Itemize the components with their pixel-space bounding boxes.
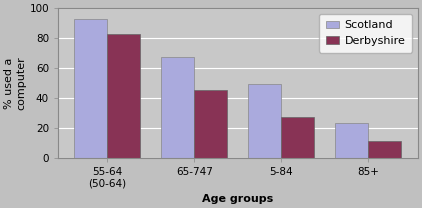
Bar xyxy=(161,57,195,158)
Bar xyxy=(249,84,281,158)
Bar xyxy=(195,90,227,158)
Legend: Scotland, Derbyshire: Scotland, Derbyshire xyxy=(319,14,412,53)
Bar xyxy=(74,19,108,158)
Bar xyxy=(108,33,141,158)
Y-axis label: % used a
computer: % used a computer xyxy=(4,56,27,110)
Bar xyxy=(281,117,314,158)
Bar xyxy=(335,123,368,158)
Bar xyxy=(368,141,401,158)
X-axis label: Age groups: Age groups xyxy=(202,194,273,204)
